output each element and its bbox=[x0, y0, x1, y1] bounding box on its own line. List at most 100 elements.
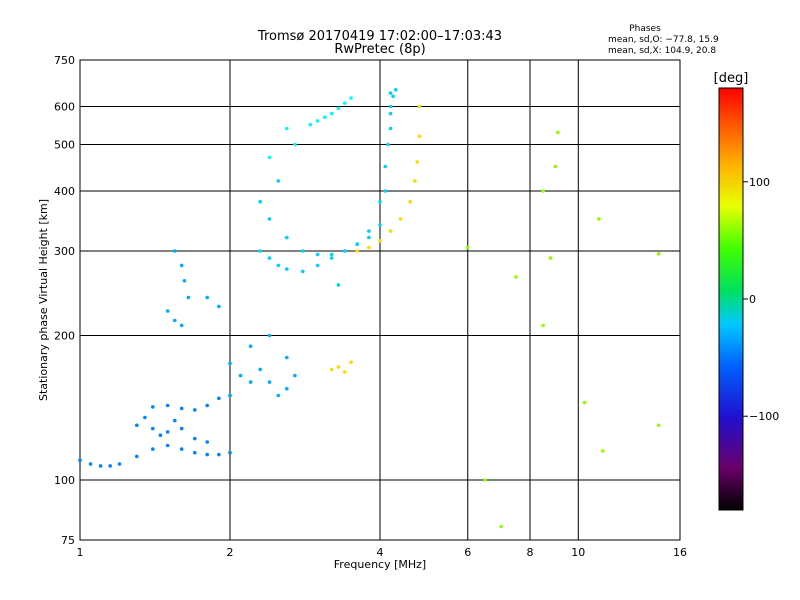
point-s2-16 bbox=[285, 235, 289, 240]
point-s2-30 bbox=[276, 179, 281, 183]
point-s1-8 bbox=[217, 304, 221, 309]
point-s1-6 bbox=[179, 323, 184, 328]
point-s0-17 bbox=[165, 430, 170, 434]
y-axis-label: Stationary phase Virtual Height [km] bbox=[37, 199, 50, 401]
colorbar-tick-label-0: 0 bbox=[749, 293, 756, 306]
point-s2-18 bbox=[315, 252, 320, 257]
point-s2-11 bbox=[383, 164, 388, 169]
point-s0-3 bbox=[108, 464, 112, 468]
point-s3-6 bbox=[349, 96, 353, 100]
point-s2-26 bbox=[388, 111, 393, 116]
point-s5-13 bbox=[601, 449, 605, 453]
point-s0-19 bbox=[179, 426, 184, 431]
point-s4-8 bbox=[417, 134, 422, 139]
point-s1-16 bbox=[293, 373, 297, 378]
point-s3-8 bbox=[293, 142, 297, 147]
point-s4-13 bbox=[349, 360, 353, 365]
point-s0-22 bbox=[151, 405, 155, 409]
point-s3-5 bbox=[343, 101, 347, 105]
point-s0-11 bbox=[217, 452, 221, 457]
point-s2-22 bbox=[367, 235, 371, 240]
point-s1-7 bbox=[205, 295, 209, 300]
point-s5-8 bbox=[556, 130, 560, 135]
point-s5-1 bbox=[483, 478, 487, 482]
point-s3-9 bbox=[267, 155, 272, 160]
point-s2-9 bbox=[367, 229, 371, 233]
point-s4-4 bbox=[398, 217, 403, 221]
x-axis-label: Frequency [MHz] bbox=[334, 558, 426, 571]
point-s2-23 bbox=[378, 223, 382, 227]
point-s0-5 bbox=[135, 454, 139, 459]
point-s5-0 bbox=[465, 245, 470, 250]
point-s0-23 bbox=[165, 403, 170, 408]
point-s0-26 bbox=[205, 403, 209, 408]
point-s1-1 bbox=[179, 263, 184, 268]
point-s3-7 bbox=[285, 126, 289, 131]
point-s2-17 bbox=[301, 249, 305, 253]
x-tick-label-4: 4 bbox=[377, 546, 384, 559]
point-s4-3 bbox=[388, 229, 393, 233]
point-s5-5 bbox=[541, 323, 545, 328]
point-s4-2 bbox=[378, 239, 382, 243]
data-points bbox=[78, 88, 661, 529]
point-s0-13 bbox=[135, 423, 139, 428]
point-s4-1 bbox=[367, 245, 371, 250]
point-s5-9 bbox=[597, 217, 601, 221]
point-s0-16 bbox=[158, 433, 163, 438]
chart-subtitle: RwPretec (8p) bbox=[334, 42, 425, 57]
point-s2-24 bbox=[383, 189, 388, 193]
point-s5-4 bbox=[541, 189, 545, 193]
point-s0-8 bbox=[179, 447, 184, 451]
point-s0-24 bbox=[179, 406, 184, 411]
point-s2-27 bbox=[391, 94, 395, 99]
point-s0-18 bbox=[173, 418, 177, 423]
y-tick-label-600: 600 bbox=[54, 101, 75, 114]
x-tick-label-2: 2 bbox=[227, 546, 234, 559]
point-s2-0 bbox=[258, 249, 263, 253]
y-tick-label-75: 75 bbox=[61, 534, 75, 547]
point-s2-25 bbox=[386, 142, 390, 147]
point-s0-4 bbox=[117, 462, 122, 466]
point-s0-12 bbox=[228, 450, 232, 455]
point-s2-10 bbox=[378, 199, 382, 204]
y-tick-label-200: 200 bbox=[54, 330, 75, 343]
point-s0-10 bbox=[205, 452, 209, 457]
point-s2-20 bbox=[343, 249, 347, 253]
point-s1-0 bbox=[173, 249, 177, 253]
point-s0-9 bbox=[193, 450, 197, 455]
point-s0-6 bbox=[151, 447, 155, 451]
point-s4-6 bbox=[413, 179, 417, 183]
point-s4-0 bbox=[355, 249, 360, 253]
chart-title: Tromsø 20170419 17:02:00–17:03:43 bbox=[257, 29, 502, 44]
y-tick-label-400: 400 bbox=[54, 185, 75, 198]
phases-title: Phases bbox=[629, 24, 661, 34]
x-tick-label-10: 10 bbox=[571, 546, 585, 559]
point-s5-3 bbox=[514, 275, 518, 279]
point-s0-27 bbox=[217, 396, 221, 401]
point-s5-12 bbox=[582, 400, 587, 405]
point-s5-10 bbox=[656, 252, 661, 256]
point-s0-25 bbox=[193, 408, 197, 412]
point-s2-19 bbox=[329, 252, 334, 257]
point-s3-1 bbox=[315, 119, 320, 123]
y-tick-label-100: 100 bbox=[54, 474, 75, 487]
x-tick-label-1: 1 bbox=[77, 546, 84, 559]
point-s0-2 bbox=[98, 464, 103, 468]
point-s1-10 bbox=[238, 373, 243, 378]
point-s1-2 bbox=[182, 279, 187, 283]
point-s1-17 bbox=[228, 393, 232, 398]
point-s1-3 bbox=[186, 295, 191, 300]
x-tick-label-8: 8 bbox=[527, 546, 534, 559]
point-s1-12 bbox=[258, 367, 263, 372]
point-s0-1 bbox=[88, 462, 93, 466]
point-s5-6 bbox=[548, 256, 553, 260]
point-s5-7 bbox=[553, 164, 558, 169]
point-s4-5 bbox=[408, 199, 413, 204]
point-s5-2 bbox=[499, 524, 503, 529]
point-s1-11 bbox=[248, 380, 253, 384]
point-s4-10 bbox=[329, 367, 334, 372]
point-s1-13 bbox=[267, 380, 272, 384]
point-s3-0 bbox=[308, 122, 313, 127]
colorbar-tick-label--100: −100 bbox=[749, 410, 779, 423]
